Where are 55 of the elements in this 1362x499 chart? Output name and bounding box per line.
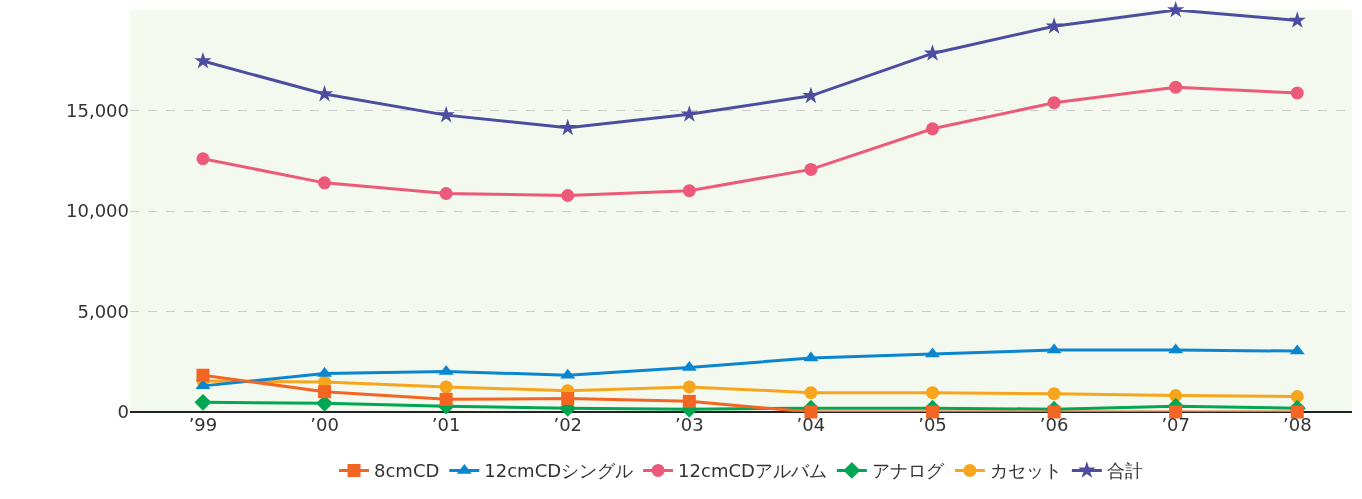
point <box>926 405 940 419</box>
point <box>437 106 455 123</box>
point <box>1047 96 1061 110</box>
legend-label: 12cmCDシングル <box>484 460 634 482</box>
legend-label: アナログ <box>871 460 945 482</box>
x-tick-label: ’04 <box>796 414 826 435</box>
point <box>1169 80 1183 94</box>
point <box>196 368 210 382</box>
legend-label: カセット <box>989 460 1062 482</box>
point <box>1290 86 1304 100</box>
x-tick-label: ’06 <box>1039 414 1069 435</box>
point <box>439 392 453 406</box>
legend-label: 12cmCDアルバム <box>678 460 827 482</box>
point <box>1167 0 1185 18</box>
point <box>926 122 940 136</box>
point <box>196 152 210 166</box>
point <box>1045 17 1063 34</box>
x-tick-label: ’02 <box>553 414 583 435</box>
point <box>682 184 696 198</box>
point <box>680 105 698 122</box>
point <box>318 176 332 190</box>
point <box>1290 405 1304 419</box>
y-tick-label: 10,000 <box>66 200 129 222</box>
point <box>682 394 696 408</box>
x-tick-label: ’00 <box>310 414 339 435</box>
point <box>804 386 818 400</box>
y-tick-label: 15,000 <box>66 99 129 121</box>
point <box>804 162 818 176</box>
point <box>1169 405 1183 419</box>
point <box>561 392 575 406</box>
legend-label: 8cmCD <box>374 460 440 482</box>
point <box>439 187 453 200</box>
point <box>194 51 212 69</box>
x-tick-label: ’03 <box>675 414 704 435</box>
point <box>559 118 577 136</box>
x-tick-label: ’08 <box>1282 414 1312 435</box>
legend-label: 合計 <box>1106 460 1143 482</box>
point <box>804 405 818 419</box>
point <box>1290 390 1304 404</box>
x-tick-label: ’07 <box>1161 414 1191 435</box>
point <box>194 393 212 411</box>
y-tick-label: 5,000 <box>77 300 129 322</box>
point <box>1047 387 1061 401</box>
point <box>439 380 453 394</box>
point <box>1288 11 1306 28</box>
point <box>318 385 332 399</box>
point <box>1047 405 1061 419</box>
point <box>561 189 575 203</box>
x-tick-label: ’99 <box>188 414 218 435</box>
x-tick-label: ’05 <box>918 414 947 435</box>
point <box>926 386 940 400</box>
x-tick-label: ’01 <box>431 414 461 435</box>
y-tick-label: 0 <box>117 401 129 423</box>
point <box>923 44 942 61</box>
point <box>682 380 696 394</box>
